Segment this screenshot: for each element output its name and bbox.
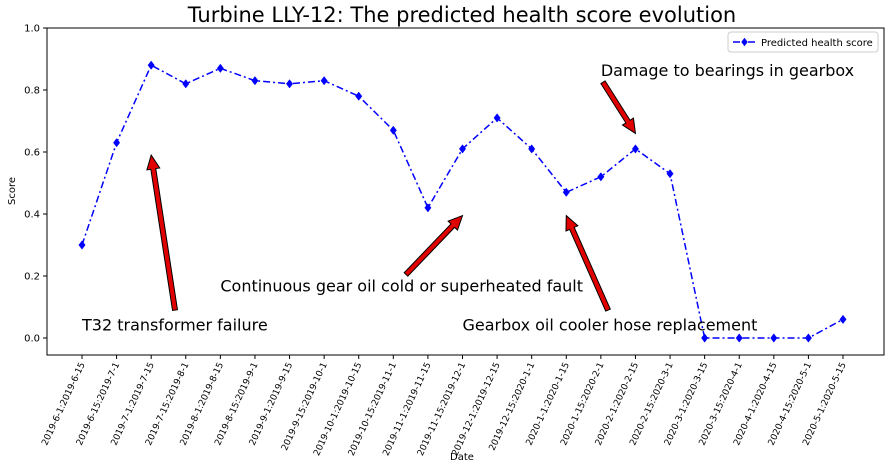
data-point (216, 63, 224, 73)
data-point (251, 76, 259, 86)
data-point (493, 113, 501, 123)
annotation-arrow (146, 153, 179, 312)
data-point (320, 76, 328, 86)
chart-title: Turbine LLY-12: The predicted health sco… (187, 3, 737, 27)
y-tick-label: 0.6 (24, 148, 40, 159)
legend-box (727, 31, 879, 53)
data-point (78, 240, 86, 250)
data-point (701, 333, 709, 343)
data-point (424, 203, 432, 213)
y-tick-label: 0.4 (24, 210, 40, 221)
y-tick-label: 1.0 (24, 24, 40, 35)
data-point (458, 144, 467, 154)
data-point (770, 333, 778, 343)
data-point (839, 314, 847, 325)
y-tick-label: 0.8 (24, 86, 40, 97)
annotation-text: T32 transformer failure (81, 315, 268, 334)
data-point (804, 333, 812, 343)
annotation-text: Gearbox oil cooler hose replacement (463, 315, 758, 334)
plot-frame (46, 27, 885, 356)
y-tick-label: 0.0 (24, 334, 40, 345)
data-point (631, 144, 639, 154)
annotation-arrow (600, 80, 637, 135)
data-point (389, 125, 397, 135)
legend: Predicted health score (727, 31, 879, 53)
data-point (355, 91, 363, 101)
x-axis-label: Date (450, 452, 474, 463)
data-point (562, 187, 570, 197)
plot-area: 0.00.20.40.60.81.02019-6-1:2019-6-152019… (24, 24, 885, 458)
data-point (147, 60, 155, 70)
data-point (735, 333, 743, 343)
y-tick-label: 0.2 (24, 272, 40, 283)
annotation-arrow (565, 214, 611, 312)
data-point (528, 144, 536, 154)
annotation-text: Continuous gear oil cold or superheated … (220, 277, 583, 296)
series-line (81, 64, 844, 339)
legend-marker (741, 37, 748, 47)
legend-label: Predicted health score (761, 38, 873, 49)
annotation-arrow (403, 214, 464, 277)
y-axis-label: Score (7, 177, 18, 205)
data-point (286, 79, 294, 89)
data-point (597, 172, 605, 182)
data-point (113, 138, 121, 148)
annotation-text: Damage to bearings in gearbox (601, 61, 854, 80)
data-point (666, 169, 674, 179)
data-point (182, 79, 190, 89)
